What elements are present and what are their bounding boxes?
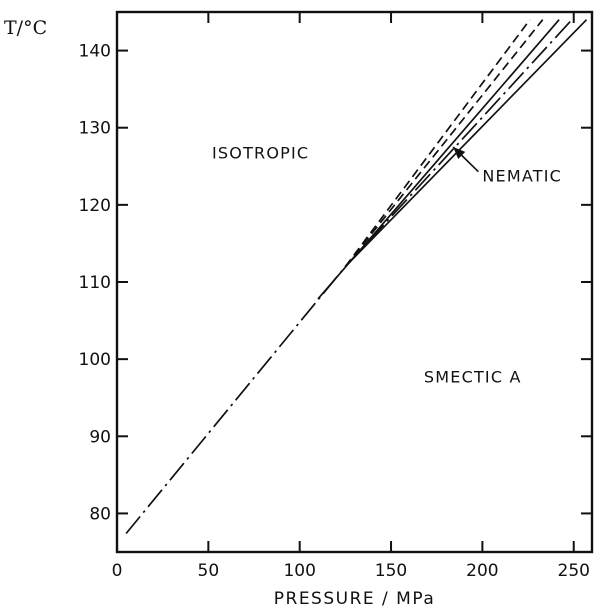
x-tick-label: 0 xyxy=(112,561,123,581)
y-axis-label: T/°C xyxy=(4,17,47,39)
series-line-dashed xyxy=(344,19,531,268)
series-line-dashed xyxy=(344,19,544,268)
axes: 0 50 100 150 200 250 80 90 100 110 120 130 140 xyxy=(79,10,594,581)
x-axis-label: PRESSURE / MPa xyxy=(274,589,436,609)
x-tick-label: 200 xyxy=(466,561,498,581)
y-tick-label: 80 xyxy=(89,504,111,524)
series-line-dash-dot xyxy=(125,266,347,535)
region-label-isotropic: ISOTROPIC xyxy=(212,144,309,163)
phase-boundary-lines xyxy=(125,19,588,535)
region-label-nematic: NEMATIC xyxy=(482,167,562,186)
region-label-smectic-a: SMECTIC A xyxy=(424,367,522,386)
plot-frame xyxy=(115,10,594,554)
x-tick-label: 100 xyxy=(283,561,315,581)
x-tick-label: 250 xyxy=(558,561,590,581)
y-tick-label: 140 xyxy=(79,42,111,62)
y-tick-label: 110 xyxy=(79,273,111,293)
y-tick-label: 90 xyxy=(89,427,111,447)
x-tick-label: 150 xyxy=(375,561,407,581)
nematic-arrow-head xyxy=(453,147,466,159)
series-line-solid xyxy=(344,19,588,268)
series-line-dash-dot xyxy=(344,19,573,268)
labels: PRESSURE / MPa T/°C ISOTROPIC SMECTIC A NEMA… xyxy=(4,17,562,609)
y-tick-label: 130 xyxy=(79,119,111,139)
y-tick-label: 100 xyxy=(79,350,111,370)
y-tick-label: 120 xyxy=(79,196,111,216)
x-tick-label: 50 xyxy=(198,561,220,581)
